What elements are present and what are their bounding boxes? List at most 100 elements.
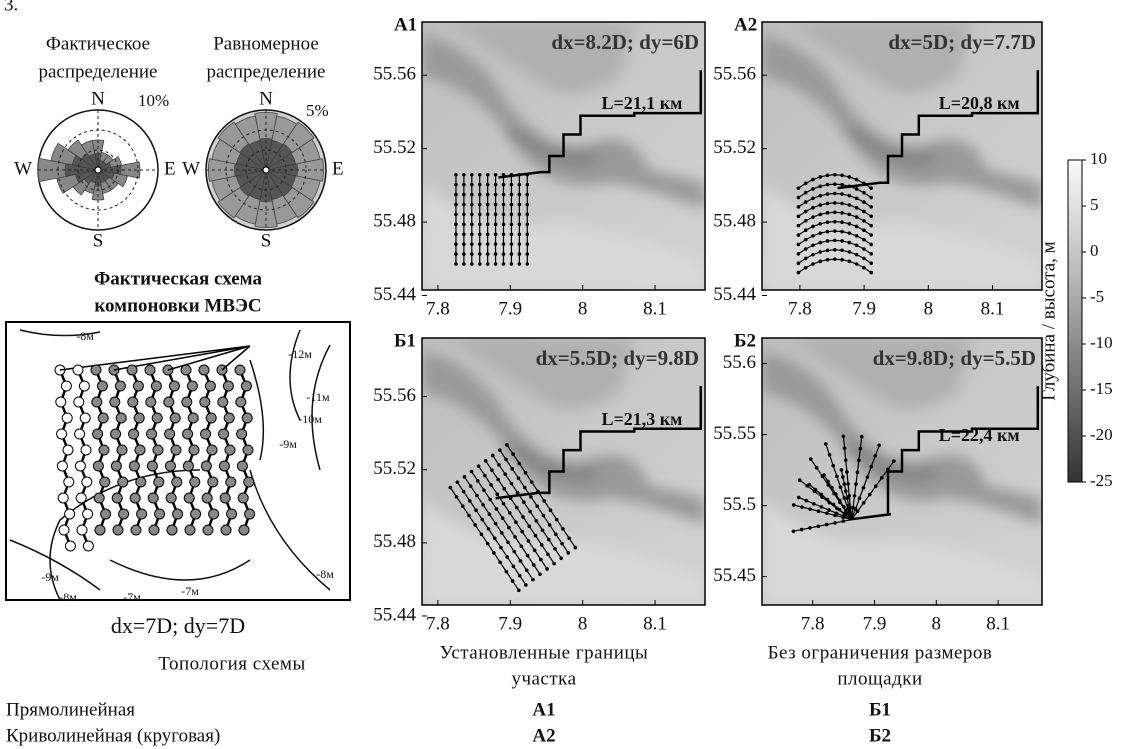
turbine: [155, 509, 165, 519]
turbine: [145, 365, 155, 375]
x-tick-label: 8.1: [643, 298, 667, 319]
contour-label: -12м: [288, 347, 312, 361]
turbine: [81, 445, 91, 455]
colorbar-tick-label: 10: [1090, 149, 1107, 168]
turbine: [57, 461, 67, 471]
table-cell: Б2: [869, 725, 891, 746]
route-length: L=21,3 км: [601, 409, 682, 429]
y-tick-label: 55.55: [713, 423, 756, 444]
turbine: [235, 365, 245, 375]
y-tick-label: 55.5: [723, 494, 756, 515]
turbine: [188, 413, 198, 423]
x-tick-label: 8.1: [981, 298, 1005, 319]
figure-number: 3.: [4, 0, 18, 15]
turbine: [149, 525, 159, 535]
turbine: [181, 365, 191, 375]
contour-label: -8м: [59, 590, 77, 604]
y-tick-label: 55.44: [373, 284, 416, 305]
turbine: [201, 429, 211, 439]
scheme-title: компоновки МВЭС: [94, 295, 261, 316]
y-tick-label: 55.56: [373, 385, 416, 406]
turbine: [202, 493, 212, 503]
colorbar-label: Глубина / высота, м: [1038, 241, 1059, 400]
turbine: [93, 429, 103, 439]
turbine: [236, 397, 246, 407]
turbine: [99, 445, 109, 455]
turbine: [147, 429, 157, 439]
turbine: [165, 461, 175, 471]
contour-label: -10м: [298, 412, 322, 426]
turbine: [116, 413, 126, 423]
turbine: [115, 381, 125, 391]
rose-max-label: 10%: [138, 91, 169, 110]
turbine: [73, 365, 83, 375]
turbine: [119, 509, 129, 519]
turbine: [218, 397, 228, 407]
turbine: [170, 413, 180, 423]
turbine: [101, 509, 111, 519]
x-tick-label: 7.8: [426, 613, 450, 634]
turbine: [98, 413, 108, 423]
turbine: [95, 525, 105, 535]
table-header: Топология схемы: [158, 653, 305, 674]
turbine: [148, 493, 158, 503]
turbine: [243, 445, 253, 455]
turbine: [173, 509, 183, 519]
rose-direction: W: [182, 158, 200, 179]
y-tick-label: 55.45: [713, 565, 756, 586]
turbine: [245, 509, 255, 519]
x-tick-label: 8: [932, 613, 942, 634]
turbine: [77, 525, 87, 535]
turbine: [137, 509, 147, 519]
colorbar-tick-label: -10: [1090, 333, 1113, 352]
turbine: [61, 381, 71, 391]
x-tick-label: 7.9: [852, 298, 876, 319]
turbine: [200, 397, 210, 407]
table-cell: Б1: [869, 699, 891, 720]
turbine: [129, 429, 139, 439]
y-tick-label: 55.48: [713, 210, 756, 231]
map-id: А1: [394, 14, 417, 35]
turbine: [166, 493, 176, 503]
turbine: [83, 509, 93, 519]
turbine: [169, 381, 179, 391]
turbine: [167, 525, 177, 535]
turbine: [76, 493, 86, 503]
turbine: [131, 525, 141, 535]
turbine: [185, 525, 195, 535]
turbine: [171, 445, 181, 455]
turbine: [100, 477, 110, 487]
x-tick-label: 7.8: [426, 298, 450, 319]
x-tick-label: 7.9: [498, 298, 522, 319]
rose-direction: N: [259, 88, 273, 109]
turbine: [225, 445, 235, 455]
rose-center: [263, 167, 269, 173]
turbine: [75, 461, 85, 471]
contour-label: -7м: [123, 590, 141, 604]
contour-label: -9м: [41, 570, 59, 584]
turbine: [134, 413, 144, 423]
turbine: [227, 509, 237, 519]
turbine: [191, 509, 201, 519]
turbine: [128, 397, 138, 407]
y-tick-label: 55.48: [373, 210, 416, 231]
turbine: [75, 429, 85, 439]
rose-center: [95, 167, 101, 173]
turbine: [133, 381, 143, 391]
turbine: [164, 397, 174, 407]
map-spacing: dx=8.2D; dy=6D: [551, 30, 699, 54]
turbine: [110, 397, 120, 407]
turbine: [242, 413, 252, 423]
turbine: [184, 493, 194, 503]
turbine: [92, 397, 102, 407]
scheme-spacing: dx=7D; dy=7D: [111, 613, 245, 638]
turbine: [187, 381, 197, 391]
turbine: [238, 493, 248, 503]
map-spacing: dx=9.8D; dy=5.5D: [873, 346, 1036, 370]
turbine: [152, 413, 162, 423]
turbine: [135, 445, 145, 455]
turbine: [93, 461, 103, 471]
y-tick-label: 55.48: [373, 531, 416, 552]
turbine: [64, 477, 74, 487]
turbine: [205, 381, 215, 391]
